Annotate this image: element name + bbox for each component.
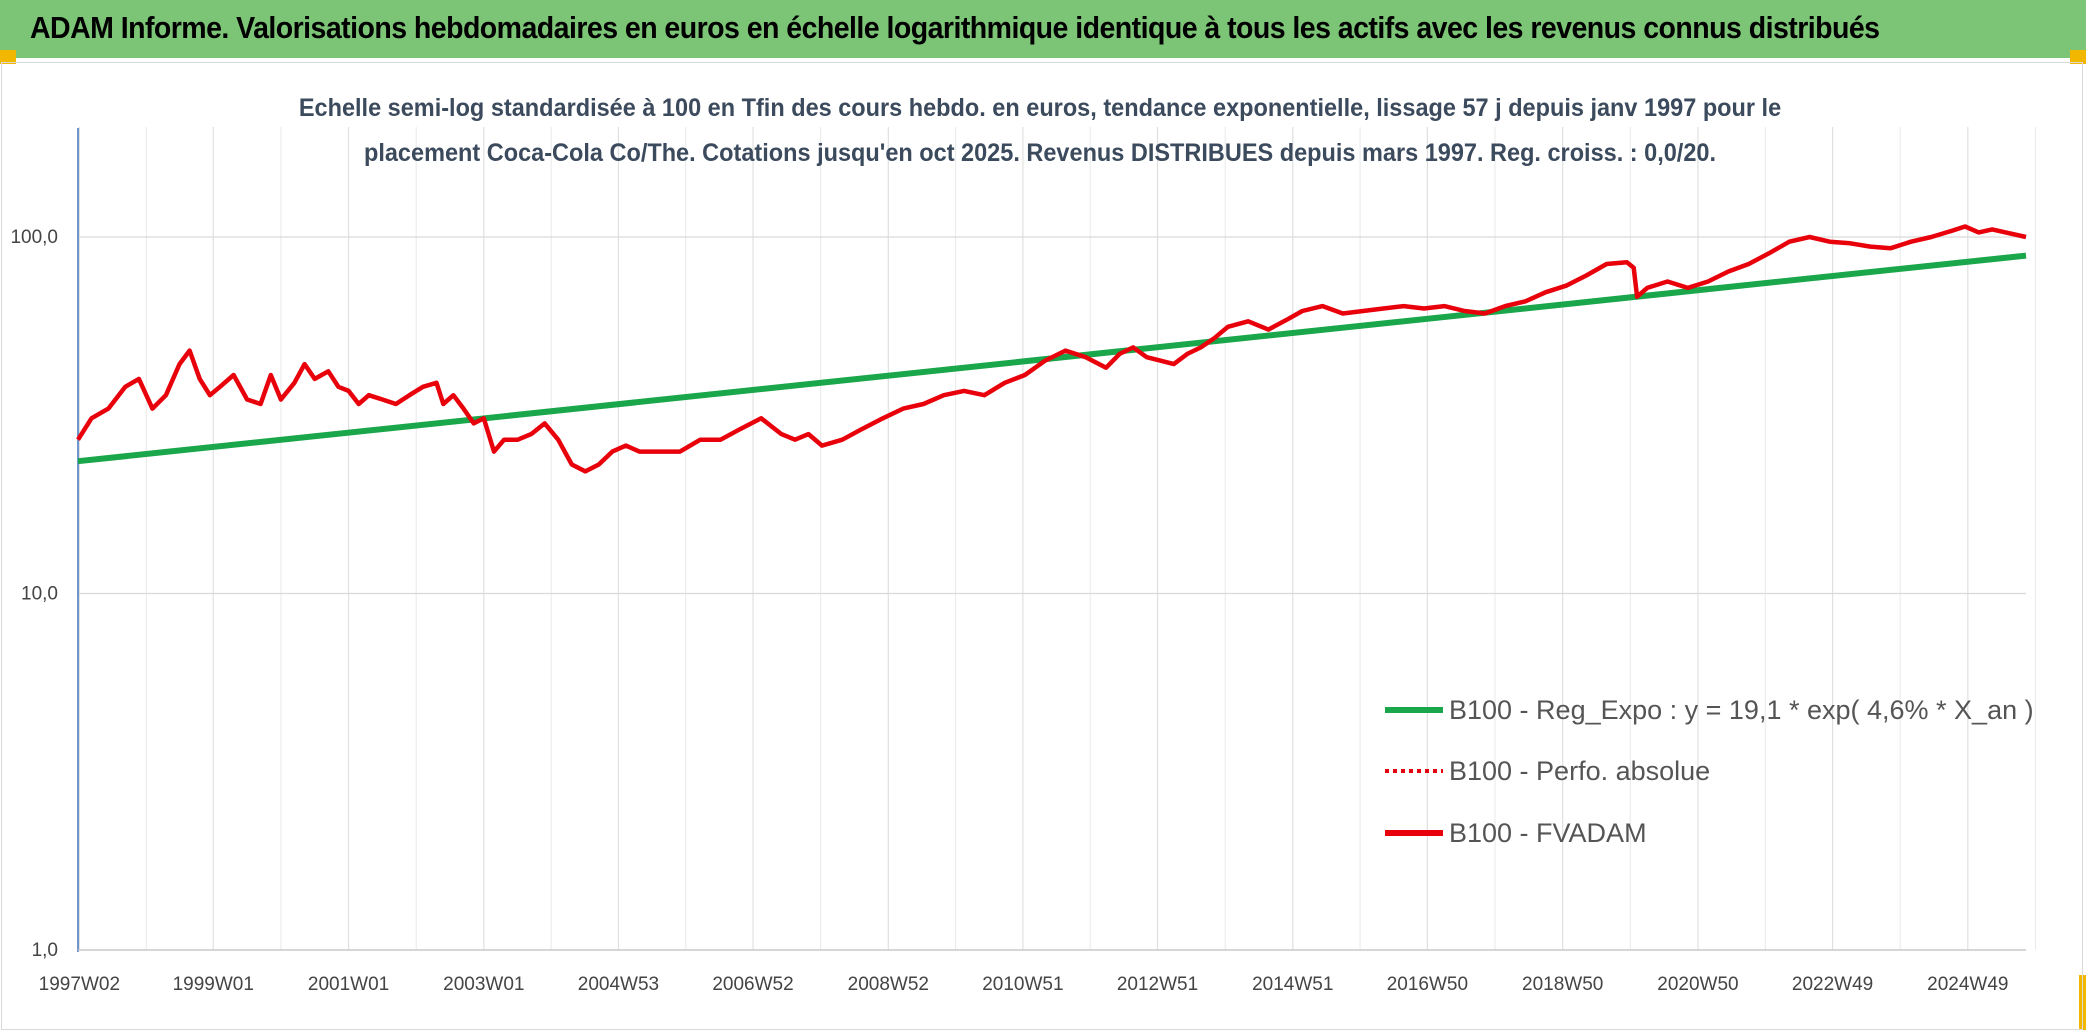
chart-subtitle-line-2: placement Coca-Cola Co/The. Cotations ju… xyxy=(363,139,1717,167)
series-line-2 xyxy=(76,224,2027,474)
x-tick-label: 2003W01 xyxy=(443,974,524,995)
x-tick-label: 2001W01 xyxy=(308,974,389,995)
tick-labels: 1997W02 1999W01 2001W01 2003W01 2004W53 2006W… xyxy=(10,227,2008,995)
legend-label-0: B100 - Reg_Expo : y = 19,1 * exp( 4,6% *… xyxy=(1449,695,2034,725)
header-banner: ADAM Informe. Valorisations hebdomadaire… xyxy=(0,0,2086,58)
x-tick-label: 2018W50 xyxy=(1522,974,1603,995)
x-tick-label: 2024W49 xyxy=(1927,974,2008,995)
x-tick-label: 2020W50 xyxy=(1657,974,1738,995)
y-tick-label: 100,0 xyxy=(10,227,58,248)
legend-label-2: B100 - FVADAM xyxy=(1449,818,1647,848)
x-tick-label: 1999W01 xyxy=(173,974,254,995)
x-tick-label: 2006W52 xyxy=(712,974,793,995)
x-tick-label: 2012W51 xyxy=(1117,974,1198,995)
chart-area xyxy=(1,62,2083,1030)
legend-label-1: B100 - Perfo. absolue xyxy=(1449,756,1710,786)
y-tick-label: 1,0 xyxy=(32,940,58,961)
corner-marker-top-left xyxy=(0,50,16,64)
axes xyxy=(77,128,2026,952)
chart-subtitle-line-1: Echelle semi-log standardisée à 100 en T… xyxy=(298,94,1782,122)
series-lines xyxy=(76,224,2027,474)
x-tick-label: 2010W51 xyxy=(982,974,1063,995)
x-tick-label: 2014W51 xyxy=(1252,974,1333,995)
x-tick-label: 2008W52 xyxy=(848,974,929,995)
x-tick-label: 2004W53 xyxy=(578,974,659,995)
y-tick-label: 10,0 xyxy=(21,584,58,605)
grid-lines xyxy=(78,127,2036,950)
legend: B100 - Reg_Expo : y = 19,1 * exp( 4,6% *… xyxy=(1385,695,2034,848)
x-tick-label: 2022W49 xyxy=(1792,974,1873,995)
corner-marker-top-right xyxy=(2070,50,2086,64)
x-tick-label: 1997W02 xyxy=(39,974,120,995)
report-title: ADAM Informe. Valorisations hebdomadaire… xyxy=(30,10,1880,45)
x-tick-label: 2016W50 xyxy=(1387,974,1468,995)
chart-subtitle: Echelle semi-log standardisée à 100 en T… xyxy=(241,86,1839,176)
